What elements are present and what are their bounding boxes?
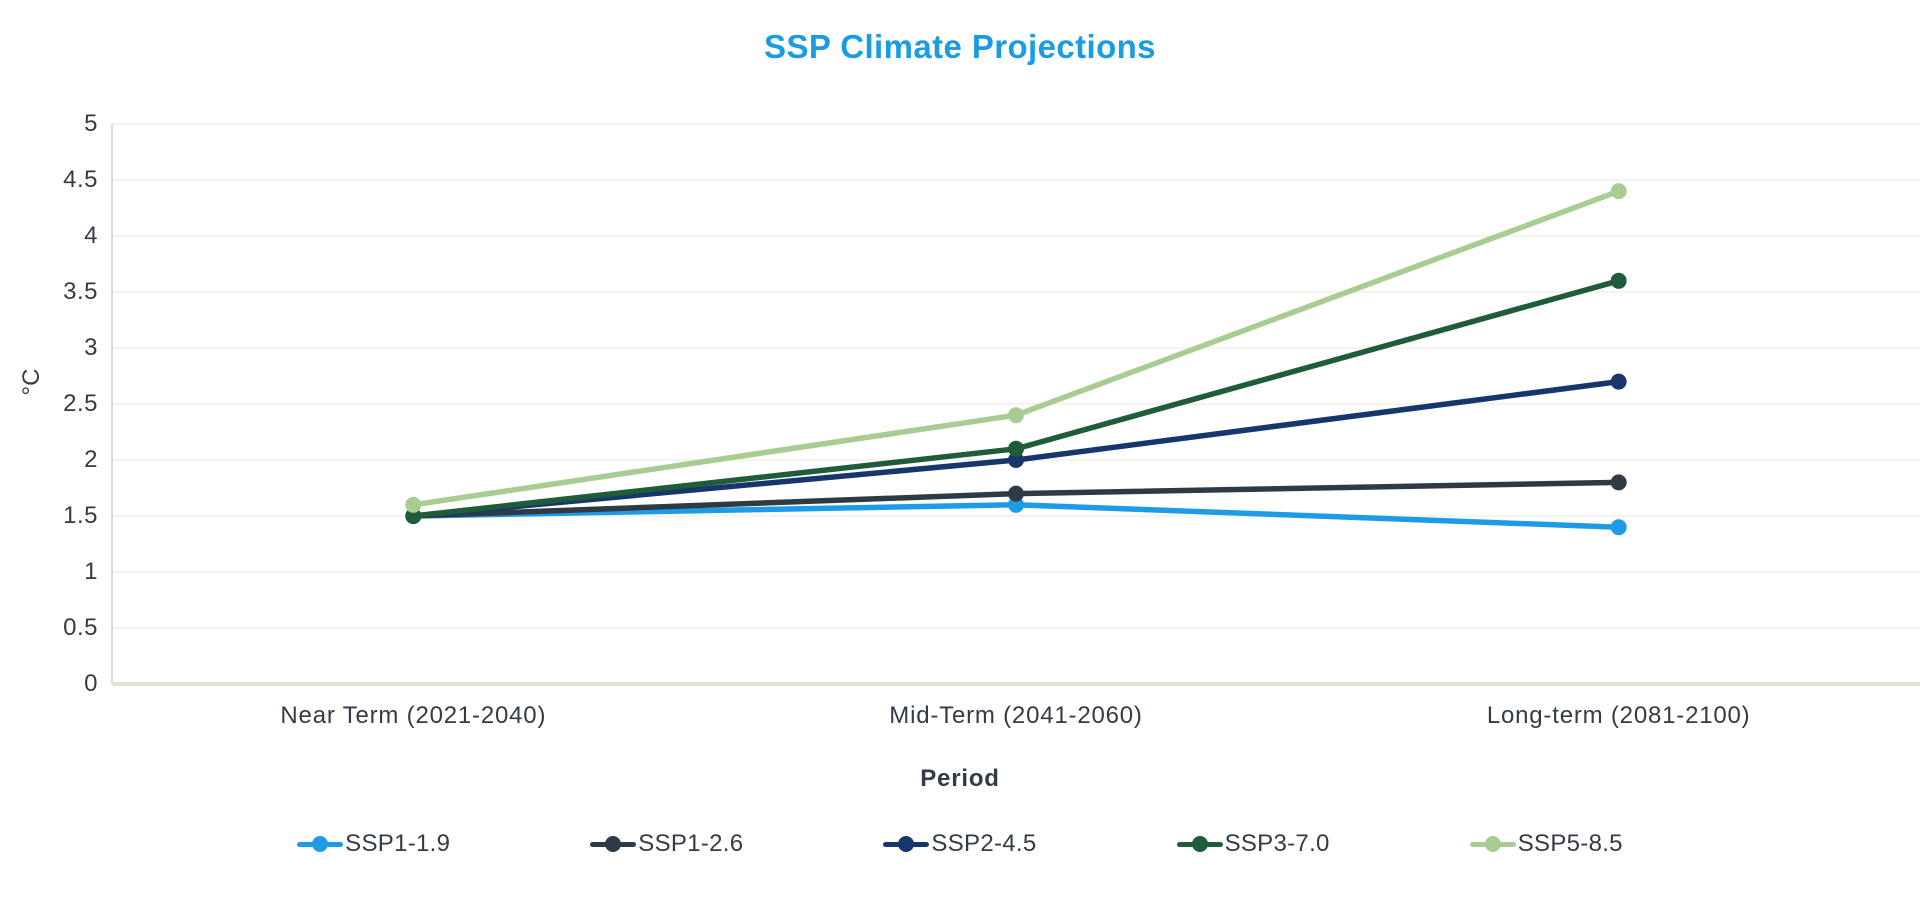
legend-marker-icon [1176,836,1223,852]
legend-item-SSP1-2.6: SSP1-2.6 [590,830,743,858]
data-point-SSP1-1.9 [1610,519,1627,536]
legend-label: SSP3-7.0 [1224,830,1330,857]
legend-marker-icon [297,836,344,852]
data-point-SSP1-2.6 [1008,485,1024,502]
data-point-SSP1-2.6 [1610,474,1627,491]
data-point-SSP3-7.0 [1008,440,1024,457]
y-tick-label: 0 [84,670,98,697]
legend-label: SSP5-8.5 [1517,830,1623,857]
y-tick-label: 5 [84,110,98,137]
legend-label: SSP1-1.9 [345,830,451,857]
x-category-label: Near Term (2021-2040) [280,702,547,729]
y-tick-label: 1 [84,558,98,585]
y-tick-label: 1.5 [63,502,98,529]
legend-label: SSP1-2.6 [638,830,744,857]
legend-marker-icon [1469,836,1516,852]
legend-item-SSP3-7.0: SSP3-7.0 [1176,830,1330,858]
y-tick-label: 2.5 [63,390,98,417]
y-tick-label: 4.5 [63,166,98,193]
y-tick-label: 3 [84,334,98,361]
x-category-label: Long-term (2081-2100) [1486,702,1751,729]
data-point-SSP3-7.0 [1610,272,1627,289]
legend-item-SSP5-8.5: SSP5-8.5 [1469,830,1623,858]
y-tick-label: 4 [84,222,98,249]
data-point-SSP2-4.5 [1610,373,1627,390]
y-tick-label: 0.5 [63,614,98,641]
legend-item-SSP1-1.9: SSP1-1.9 [297,830,450,858]
data-point-SSP1-1.9 [1008,496,1024,513]
legend-item-SSP2-4.5: SSP2-4.5 [883,830,1036,858]
x-axis-title: Period [920,765,1000,792]
legend-label: SSP2-4.5 [931,830,1037,857]
data-point-SSP5-8.5 [1008,407,1024,424]
chart-title: SSP Climate Projections [764,28,1156,65]
legend-marker-icon [590,836,637,852]
legend-marker-icon [883,836,930,852]
y-tick-label: 2 [84,446,98,473]
x-category-label: Mid-Term (2041-2060) [889,702,1143,729]
data-point-SSP5-8.5 [1610,183,1627,200]
series-line-SSP3-7.0 [410,278,1622,519]
data-point-SSP5-8.5 [405,496,422,513]
y-tick-label: 3.5 [63,278,98,305]
data-point-SSP3-7.0 [405,508,422,524]
chart-legend: SSP1-1.9 SSP1-2.6 SSP2-4.5 SSP3-7.0 SSP5-8.5 [0,830,1920,858]
data-point-SSP2-4.5 [1008,452,1024,468]
